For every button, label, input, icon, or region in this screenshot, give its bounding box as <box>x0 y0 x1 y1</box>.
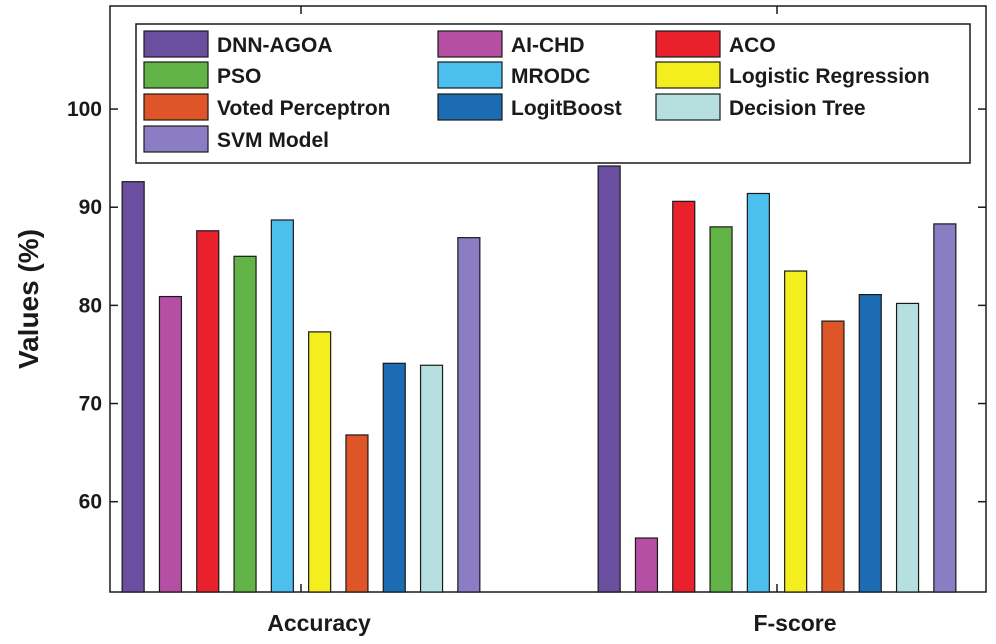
bar-mrodc-accuracy <box>270 219 294 593</box>
bar-logistic-regression-f-score <box>784 270 808 593</box>
legend-swatch <box>143 93 209 121</box>
legend-label: PSO <box>217 65 261 88</box>
x-tick-label: Accuracy <box>267 610 371 636</box>
legend-label: MRODC <box>511 65 590 88</box>
legend-swatch <box>143 61 209 89</box>
legend-swatch <box>143 30 209 58</box>
legend-swatch <box>143 125 209 153</box>
legend-swatch <box>437 93 503 121</box>
bar-decision-tree-accuracy <box>419 364 444 593</box>
y-tick-label: 100 <box>67 98 102 121</box>
bar-logitboost-f-score <box>858 293 882 593</box>
y-tick-label: 90 <box>79 196 102 219</box>
bar-dnn-agoa-f-score <box>597 165 621 593</box>
legend-label: DNN-AGOA <box>217 34 333 57</box>
y-tick-label: 60 <box>79 491 102 514</box>
y-axis-title: Values (%) <box>13 229 44 369</box>
legend-label: AI-CHD <box>511 34 585 57</box>
y-tick-label: 80 <box>79 294 102 317</box>
bar-pso-accuracy <box>233 255 257 593</box>
bar-ai-chd-accuracy <box>158 295 183 593</box>
bar-pso-f-score <box>709 226 733 593</box>
legend-label: Decision Tree <box>729 97 866 120</box>
bar-svm-model-f-score <box>933 223 957 593</box>
bar-logitboost-accuracy <box>382 362 406 593</box>
legend-swatch <box>437 61 503 89</box>
bar-voted-perceptron-f-score <box>821 320 845 593</box>
bar-aco-accuracy <box>196 230 220 593</box>
legend-label: LogitBoost <box>511 97 622 120</box>
bar-svm-model-accuracy <box>457 237 481 593</box>
legend-label: ACO <box>729 34 776 57</box>
legend: DNN-AGOA AI-CHD ACO PSO MRODC Logistic Regres… <box>135 23 971 164</box>
y-tick-label: 70 <box>79 393 102 416</box>
legend-swatch <box>655 30 721 58</box>
legend-label: SVM Model <box>217 129 329 152</box>
y-axis-ticks: 60 70 80 90 100 <box>67 98 986 514</box>
legend-swatch <box>437 30 503 58</box>
bar-decision-tree-f-score <box>895 302 920 593</box>
bar-dnn-agoa-accuracy <box>121 181 145 593</box>
bar-aco-f-score <box>672 200 696 593</box>
legend-label: Logistic Regression <box>729 65 930 88</box>
bars-group <box>121 6 957 593</box>
legend-box <box>135 23 971 164</box>
bar-ai-chd-f-score <box>634 537 659 593</box>
bar-mrodc-f-score <box>746 192 770 593</box>
x-tick-label: F-score <box>753 610 836 636</box>
bar-voted-perceptron-accuracy <box>345 434 369 593</box>
x-axis-labels: Accuracy F-score <box>267 610 836 636</box>
legend-swatch <box>655 61 721 89</box>
bar-logistic-regression-accuracy <box>308 331 332 593</box>
legend-swatch <box>655 93 721 121</box>
legend-label: Voted Perceptron <box>217 97 390 120</box>
